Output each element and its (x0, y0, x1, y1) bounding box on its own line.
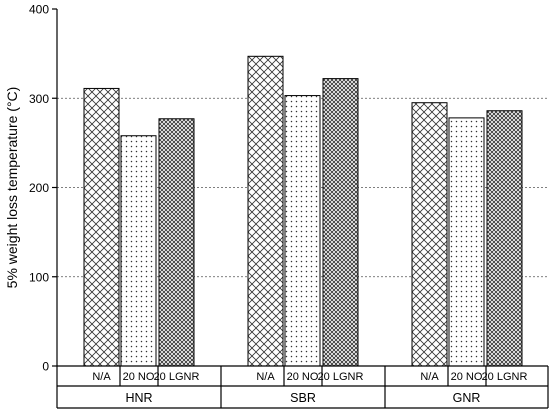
bar-sbr-20-lgnr (322, 78, 359, 367)
category-label: 20 NO (451, 371, 483, 383)
bar-gnr-20-no (448, 117, 485, 367)
y-tick-label: 0 (42, 360, 49, 374)
y-tick-label: 100 (29, 270, 49, 284)
category-label: N/A (256, 371, 275, 383)
y-tick-label: 200 (29, 181, 49, 195)
category-label: 20 LGNR (318, 371, 364, 383)
group-label: SBR (290, 391, 316, 405)
bar-hnr-20-no (120, 135, 157, 367)
axes (52, 8, 549, 409)
bar-hnr-n-a (83, 87, 120, 367)
category-label: 20 LGNR (154, 371, 200, 383)
y-axis-title: 5% weight loss temperature (°C) (4, 87, 20, 289)
bar-gnr-n-a (411, 102, 448, 367)
y-tick-label: 300 (29, 92, 49, 106)
bar-sbr-20-no (284, 95, 321, 367)
bar-hnr-20-lgnr (158, 118, 195, 367)
bar-gnr-20-lgnr (486, 110, 523, 367)
category-label: N/A (92, 371, 111, 383)
bar-sbr-n-a (247, 55, 284, 367)
category-label: 20 NO (123, 371, 155, 383)
y-tick-label: 400 (29, 3, 49, 17)
category-label: 20 NO (287, 371, 319, 383)
group-label: GNR (453, 391, 481, 405)
category-label: N/A (420, 371, 439, 383)
bars (83, 55, 523, 367)
category-label: 20 LGNR (482, 371, 528, 383)
labels: 0 100 200 300 400 5% weight loss temperature … (4, 3, 527, 406)
group-label: HNR (125, 391, 152, 405)
